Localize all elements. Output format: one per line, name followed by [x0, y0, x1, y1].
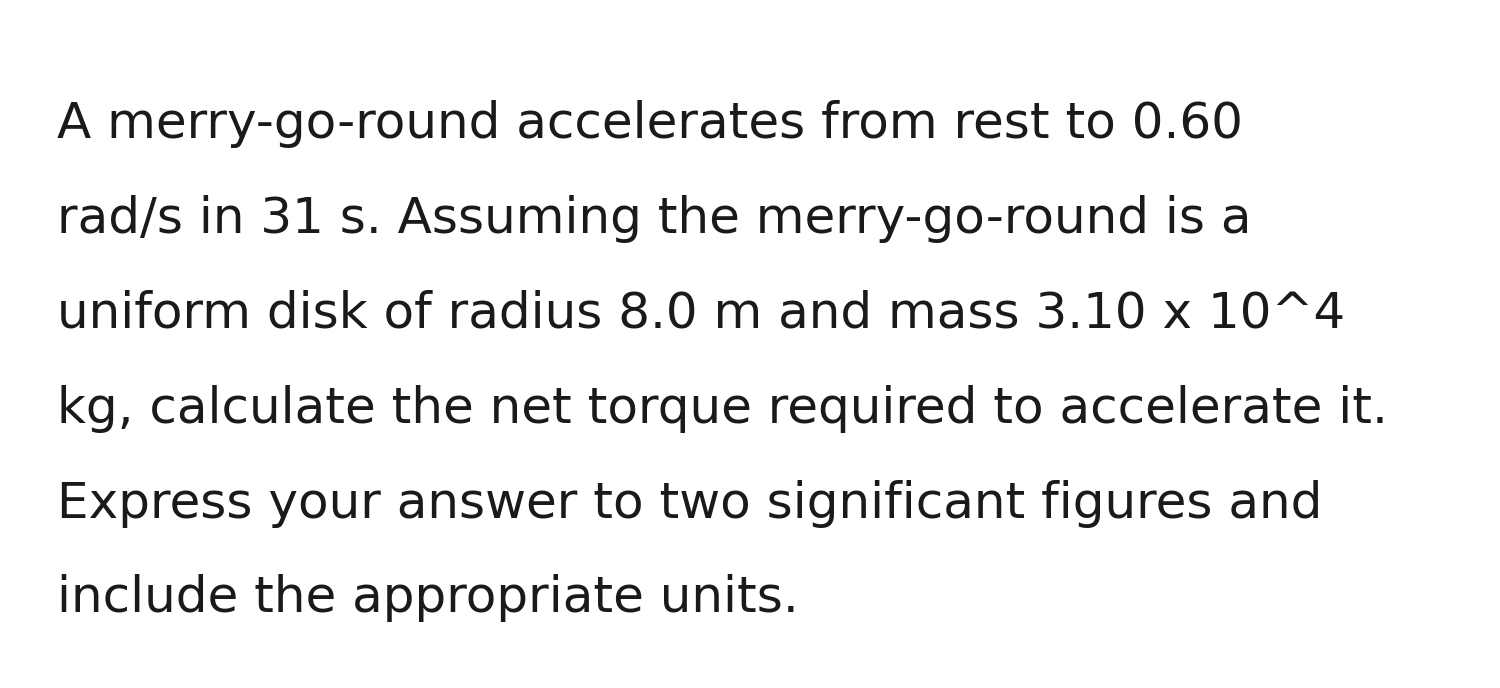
Text: uniform disk of radius 8.0 m and mass 3.10 x 10^4: uniform disk of radius 8.0 m and mass 3.… — [57, 290, 1346, 338]
Text: A merry-go-round accelerates from rest to 0.60: A merry-go-round accelerates from rest t… — [57, 100, 1244, 148]
Text: rad/s in 31 s. Assuming the merry-go-round is a: rad/s in 31 s. Assuming the merry-go-rou… — [57, 195, 1251, 243]
Text: include the appropriate units.: include the appropriate units. — [57, 574, 798, 623]
Text: kg, calculate the net torque required to accelerate it.: kg, calculate the net torque required to… — [57, 385, 1388, 433]
Text: Express your answer to two significant figures and: Express your answer to two significant f… — [57, 480, 1323, 528]
